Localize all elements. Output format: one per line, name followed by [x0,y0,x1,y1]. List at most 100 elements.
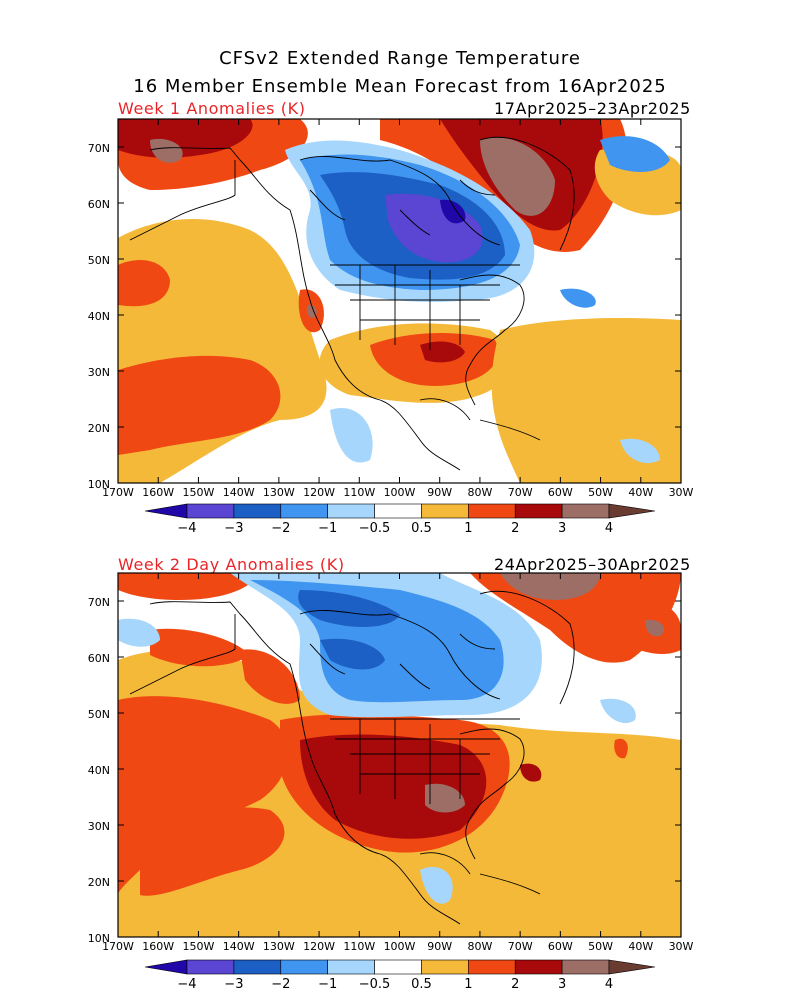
colorbar-segment [327,503,375,519]
lat-label: 30N [88,366,110,379]
lon-label: 150W [182,486,214,499]
colorbar-tick-label: 3 [558,977,566,992]
lon-label: 130W [263,486,295,499]
colorbar-segment [561,959,610,975]
lon-label: 110W [343,486,375,499]
lon-label: 90W [427,486,452,499]
lon-label: 160W [142,486,174,499]
lon-label: 120W [303,940,335,953]
colorbar-segment [186,503,235,519]
panel2-anomaly-field [118,573,681,937]
lon-label: 140W [223,486,255,499]
lon-label: 80W [467,940,492,953]
lon-label: 40W [628,940,653,953]
lon-label: 170W [102,940,134,953]
colorbar-tick-label: 2 [511,521,519,536]
panel2-date-range: 24Apr2025–30Apr2025 [494,555,691,574]
colorbar-tick-label: 4 [605,977,613,992]
lon-label: 50W [588,940,613,953]
colorbar-segment [468,503,516,519]
lon-label: 100W [384,940,416,953]
colorbar-tick-label: −2 [271,977,290,992]
colorbar-tick-label: 4 [605,521,613,536]
colorbar-end-left [144,503,188,519]
colorbar-segment [233,959,282,975]
colorbar-tick-label: −1 [318,977,337,992]
colorbar-end-right [608,503,656,519]
colorbar-1-labels: −4 −3 −2 −1 −0.5 0.5 1 2 3 4 [177,521,613,536]
lon-label: 90W [427,940,452,953]
colorbar-segment [233,503,282,519]
lat-label: 40N [88,310,110,323]
lon-label: 40W [628,486,653,499]
colorbar-tick-label: −0.5 [359,521,391,536]
title-line-2: 16 Member Ensemble Mean Forecast from 16… [133,76,667,97]
lon-label: 150W [182,940,214,953]
panel1-date-range: 17Apr2025–23Apr2025 [494,99,691,118]
lon-label: 140W [223,940,255,953]
lon-label: 70W [508,940,533,953]
colorbar-tick-label: −3 [224,521,243,536]
lat-label: 40N [88,764,110,777]
lon-label: 70W [508,486,533,499]
panel2-lat-labels: 70N 60N 50N 40N 30N 20N 10N [88,596,110,945]
lon-label: 30W [669,940,694,953]
colorbar-end-left [144,959,188,975]
lon-label: 80W [467,486,492,499]
title-line-1: CFSv2 Extended Range Temperature [219,48,581,69]
colorbar-tick-label: −1 [318,521,337,536]
colorbar-tick-label: 3 [558,521,566,536]
lon-label: 50W [588,486,613,499]
lat-label: 70N [88,142,110,155]
lat-label: 50N [88,708,110,721]
lon-label: 130W [263,940,295,953]
colorbar-tick-label: −4 [177,521,196,536]
colorbar-2: −4 −3 −2 −1 −0.5 0.5 1 2 3 4 [144,959,656,992]
colorbar-end-right [608,959,656,975]
colorbar-tick-label: 0.5 [411,521,432,536]
panel1-ticks [117,119,682,484]
lat-label: 60N [88,652,110,665]
colorbar-tick-label: −4 [177,977,196,992]
colorbar-segment [421,503,469,519]
colorbar-segment [280,503,328,519]
lat-label: 20N [88,422,110,435]
lat-label: 10N [88,932,110,945]
panel1-lat-labels: 70N 60N 50N 40N 30N 20N 10N [88,142,110,491]
lat-label: 10N [88,478,110,491]
lon-label: 100W [384,486,416,499]
panel1-label: Week 1 Anomalies (K) [118,99,306,118]
colorbar-2-labels: −4 −3 −2 −1 −0.5 0.5 1 2 3 4 [177,977,613,992]
lon-label: 30W [669,486,694,499]
lat-label: 70N [88,596,110,609]
lat-label: 50N [88,254,110,267]
panel1-map: 70N 60N 50N 40N 30N 20N 10N 170W 160W 150W 140W 13… [88,118,694,499]
colorbar-segment [374,503,422,519]
lon-label: 120W [303,486,335,499]
panel2-ticks [117,573,682,938]
lon-label: 60W [548,486,573,499]
panel2-lon-labels: 170W 160W 150W 140W 130W 120W 110W 100W 90W 80W 70… [102,940,693,953]
colorbar-segment [514,503,563,519]
lat-label: 60N [88,198,110,211]
panel2-label: Week 2 Day Anomalies (K) [118,555,345,574]
colorbar-tick-label: −3 [224,977,243,992]
colorbar-tick-label: 1 [464,521,472,536]
colorbar-segment [468,959,516,975]
lon-label: 160W [142,940,174,953]
panel1-lon-labels: 170W 160W 150W 140W 130W 120W 110W 100W 90W 80W 70… [102,486,693,499]
colorbar-tick-label: 1 [464,977,472,992]
colorbar-tick-label: −2 [271,521,290,536]
panel1-anomaly-field [118,119,681,483]
colorbar-segment [327,959,375,975]
colorbar-segment [561,503,610,519]
colorbar-1: −4 −3 −2 −1 −0.5 0.5 1 2 3 4 [144,503,656,536]
lon-label: 110W [343,940,375,953]
lat-label: 30N [88,820,110,833]
lon-label: 170W [102,486,134,499]
lat-label: 20N [88,876,110,889]
colorbar-tick-label: 0.5 [411,977,432,992]
colorbar-segment [514,959,563,975]
colorbar-tick-label: −0.5 [359,977,391,992]
lon-label: 60W [548,940,573,953]
